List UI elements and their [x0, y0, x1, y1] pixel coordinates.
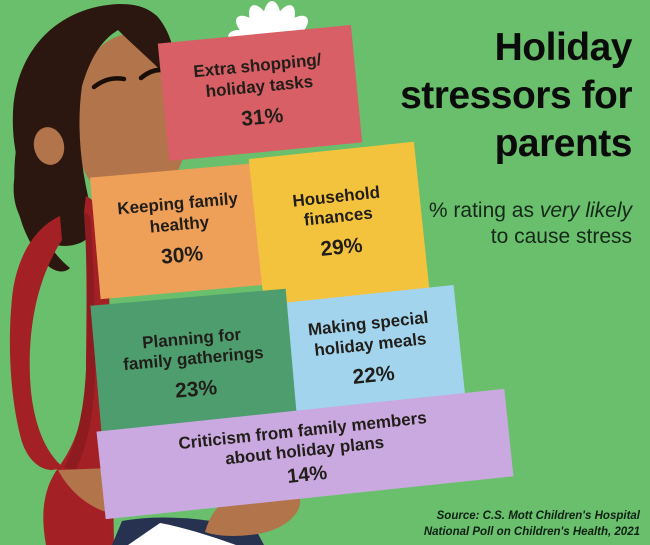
stressor-percent: 14%	[286, 461, 329, 488]
stressor-label: Extra shopping/ holiday tasks	[192, 50, 323, 101]
title-line: Holiday	[494, 26, 633, 69]
face	[73, 34, 189, 206]
stressor-percent: 23%	[174, 376, 219, 403]
stressor-label: Making special holiday meals	[307, 308, 430, 360]
stressor-percent: 30%	[160, 241, 205, 269]
title-line: stressors for	[400, 74, 632, 117]
hair	[12, 4, 177, 219]
source-line: Source: C.S. Mott Children's Hospital	[436, 509, 640, 522]
stressor-label: Planning for family gatherings	[122, 324, 265, 375]
source-attribution: Source: C.S. Mott Children's Hospital Na…	[424, 508, 640, 540]
stressor-card-keeping-family-healthy: Keeping family healthy 30%	[90, 162, 270, 300]
page-title: Holiday stressors for parents	[400, 24, 632, 168]
stressor-percent: 31%	[240, 103, 285, 131]
subtitle: % rating as very likely to cause stress	[428, 199, 632, 249]
subtitle-emphasis: very likely	[539, 199, 632, 222]
stressor-percent: 22%	[351, 361, 396, 389]
sweater-shadow	[64, 212, 96, 470]
closed-eye-left-icon	[91, 76, 127, 90]
stressor-label: Household finances	[291, 182, 381, 230]
sweater-arm	[9, 216, 65, 470]
stressor-card-extra-shopping: Extra shopping/ holiday tasks 31%	[157, 24, 363, 162]
shirt	[128, 523, 236, 545]
ear	[33, 127, 65, 165]
stressor-label: Keeping family healthy	[116, 189, 239, 237]
source-line: National Poll on Children's Health, 2021	[423, 525, 640, 538]
sweater-torso	[43, 196, 114, 545]
forearm	[58, 468, 114, 514]
title-line: parents	[494, 122, 633, 165]
stressor-percent: 29%	[319, 233, 364, 262]
